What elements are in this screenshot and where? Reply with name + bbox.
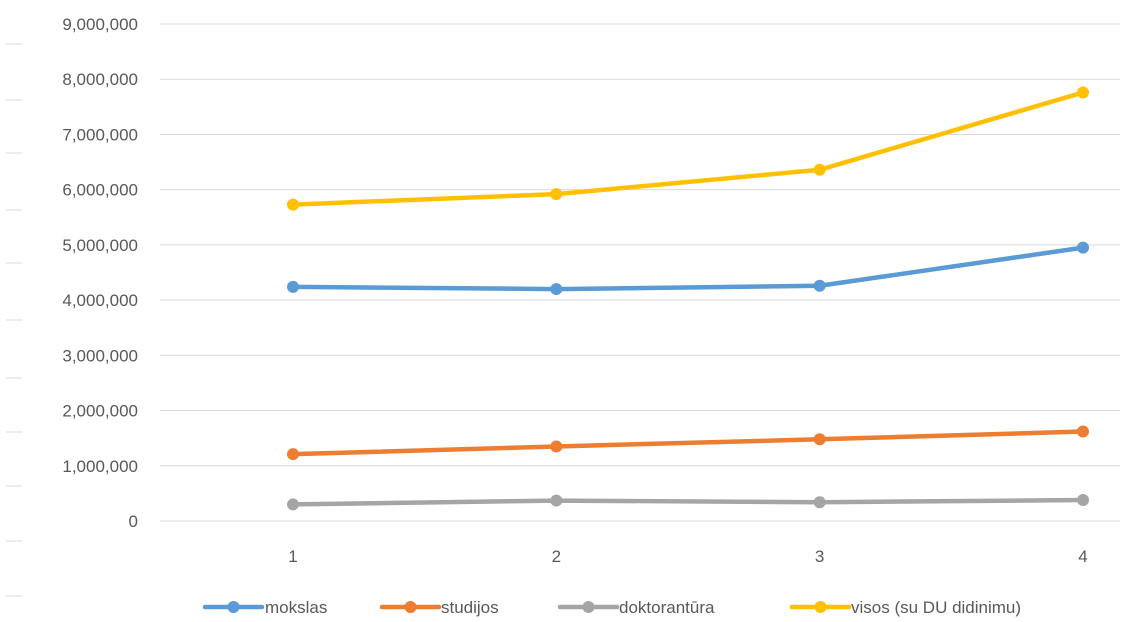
y-axis: 0 1,000,000 2,000,000 3,000,000 4,000,000 5,0…	[62, 15, 138, 531]
series-layer	[287, 86, 1089, 511]
data-point	[813, 163, 826, 176]
y-tick-label: 9,000,000	[62, 15, 138, 34]
y-tick-label: 5,000,000	[62, 236, 138, 255]
x-tick-label: 3	[815, 547, 824, 566]
legend: mokslas studijos doktorantūra visos (su DU …	[202, 598, 1021, 617]
legend-swatch-marker	[582, 601, 595, 613]
series-line	[290, 497, 1086, 507]
data-point	[1077, 241, 1089, 254]
y-tick-label: 2,000,000	[62, 402, 138, 421]
legend-label: visos (su DU didinimu)	[851, 598, 1021, 617]
data-point	[813, 433, 826, 446]
x-tick-label: 4	[1078, 547, 1087, 566]
x-tick-label: 2	[552, 547, 561, 566]
y-tick-label: 8,000,000	[62, 70, 138, 89]
y-tick-label: 6,000,000	[62, 181, 138, 200]
data-point	[287, 198, 299, 211]
data-point	[813, 496, 826, 509]
data-point	[1077, 86, 1089, 99]
legend-swatch-marker	[404, 601, 417, 613]
data-point	[550, 494, 563, 507]
y-tick-label: 7,000,000	[62, 125, 138, 144]
series-studijos	[287, 425, 1089, 461]
series-line	[290, 90, 1086, 207]
legend-item: mokslas	[202, 598, 327, 617]
legend-item: visos (su DU didinimu)	[789, 598, 1021, 617]
legend-swatch-marker	[814, 601, 827, 613]
data-point	[1077, 494, 1089, 507]
left-edge-ticks	[6, 43, 22, 597]
series-line	[290, 429, 1086, 457]
legend-label: doktorantūra	[619, 598, 715, 617]
legend-label: mokslas	[265, 598, 327, 617]
y-tick-label: 1,000,000	[62, 457, 138, 476]
series-mokslas	[287, 241, 1089, 296]
y-tick-label: 0	[129, 512, 138, 531]
series-line	[290, 245, 1086, 292]
series-visos-su-du-didinimu-	[287, 86, 1089, 211]
data-point	[550, 188, 563, 201]
data-point	[287, 498, 299, 511]
y-tick-label: 4,000,000	[62, 291, 138, 310]
legend-swatch-marker	[227, 601, 240, 613]
legend-label: studijos	[441, 598, 499, 617]
legend-item: doktorantūra	[557, 598, 715, 617]
x-axis: 1 2 3 4	[288, 547, 1087, 566]
data-point	[287, 280, 299, 293]
data-point	[1077, 425, 1089, 438]
legend-item: studijos	[379, 598, 499, 617]
data-point	[813, 279, 826, 292]
x-tick-label: 1	[288, 547, 297, 566]
series-doktorant-ra	[287, 494, 1089, 511]
data-point	[287, 448, 299, 461]
y-tick-label: 3,000,000	[62, 346, 138, 365]
data-point	[550, 283, 563, 296]
gridlines	[160, 23, 1120, 522]
data-point	[550, 440, 563, 453]
